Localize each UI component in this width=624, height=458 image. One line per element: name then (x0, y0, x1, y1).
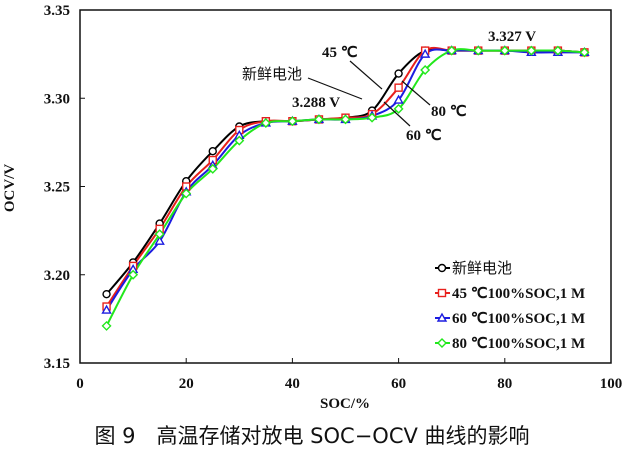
data-point-3 (154, 229, 165, 240)
series-line-3 (105, 48, 585, 327)
y-axis-label: OCV/V (2, 164, 18, 213)
x-tick-label: 60 (391, 376, 406, 392)
data-point-2 (419, 48, 431, 58)
series-line-1 (105, 46, 585, 308)
leader-45c (349, 60, 383, 90)
data-point-3 (579, 47, 590, 58)
data-point-3 (128, 269, 139, 280)
data-point-3 (181, 188, 192, 199)
data-point-0 (394, 69, 403, 78)
data-point-3 (393, 103, 404, 114)
data-point-3 (473, 45, 484, 56)
annotation-80c: 80 ℃ (431, 104, 467, 120)
data-point-2 (101, 304, 112, 314)
annotation-fresh: 新鲜电池 (242, 65, 302, 83)
leader-60c (383, 101, 411, 127)
legend-label-1: 45 ℃100%SOC,1 M (452, 286, 585, 302)
y-tick-label: 3.15 (44, 356, 70, 372)
data-point-3 (101, 320, 112, 331)
y-tick-label: 3.30 (44, 91, 70, 107)
series-line-2 (105, 48, 585, 311)
annotation-60c: 60 ℃ (406, 128, 442, 144)
data-point-3 (420, 65, 431, 75)
leader-fresh (307, 77, 363, 100)
legend-marker-3 (437, 338, 447, 348)
figure-caption: 图 9 高温存储对放电 SOC−OCV 曲线的影响 (94, 424, 530, 448)
data-point-3 (260, 117, 271, 128)
data-point-0 (208, 146, 217, 156)
data-point-3 (287, 116, 298, 127)
annotation-3288: 3.288 V (292, 95, 340, 111)
data-point-2 (393, 94, 404, 104)
x-axis-label: SOC/% (320, 396, 370, 412)
data-point-3 (499, 45, 510, 56)
legend-label-3: 80 ℃100%SOC,1 M (452, 336, 585, 352)
annotation-45c: 45 ℃ (322, 45, 358, 61)
leader-80c (401, 80, 431, 106)
legend-marker-0 (437, 263, 447, 273)
annotation-3327: 3.327 V (488, 29, 536, 45)
x-tick-label: 20 (179, 376, 194, 392)
legend-marker-2 (436, 312, 448, 322)
legend-label-0: 新鲜电池 (452, 259, 512, 277)
x-tick-label: 80 (497, 376, 512, 392)
series-line-0 (105, 47, 585, 295)
x-tick-label: 40 (285, 376, 300, 392)
data-point-3 (446, 45, 457, 56)
data-point-0 (102, 289, 111, 299)
data-point-3 (234, 135, 245, 146)
legend-label-2: 60 ℃100%SOC,1 M (452, 311, 585, 327)
data-point-1 (394, 83, 403, 92)
data-point-3 (207, 163, 218, 174)
data-point-3 (526, 45, 537, 56)
x-tick-label: 0 (76, 376, 84, 392)
y-tick-label: 3.25 (44, 180, 70, 196)
data-point-2 (154, 235, 165, 245)
data-point-3 (313, 114, 324, 125)
ocv-chart: 0 20 40 60 80 100 3.15 3.20 3.25 3.30 3.35 SOC/% O… (2, 3, 623, 412)
legend-marker-1 (437, 288, 447, 298)
data-point-3 (340, 114, 351, 125)
x-tick-label: 100 (600, 376, 623, 392)
y-tick-label: 3.20 (44, 268, 70, 284)
data-point-3 (552, 45, 563, 56)
data-point-3 (367, 112, 378, 123)
y-tick-label: 3.35 (44, 3, 70, 19)
